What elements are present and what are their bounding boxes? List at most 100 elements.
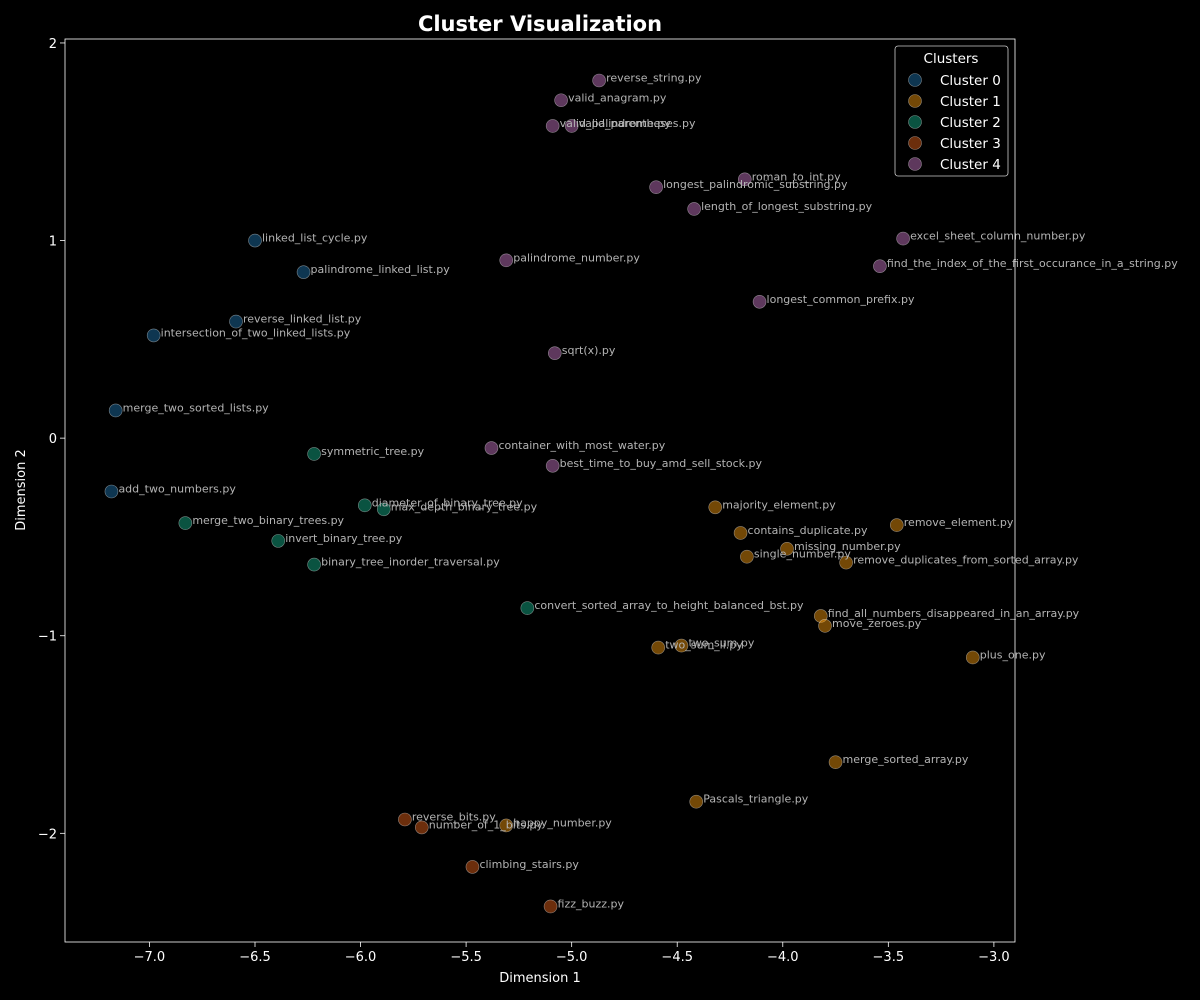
scatter-point <box>733 526 748 540</box>
legend-title: Clusters <box>924 51 979 67</box>
point-label: palindrome_linked_list.py <box>311 263 451 276</box>
point-label: find_the_index_of_the_first_occurance_in… <box>887 257 1178 270</box>
y-tick-label: 2 <box>49 37 57 52</box>
scatter-point <box>357 498 372 513</box>
scatter-point <box>465 860 480 874</box>
point-label: max_depth_binary_tree.py <box>391 500 538 513</box>
point-label: longest_palindromic_substring.py <box>663 178 848 191</box>
point-label: majority_element.py <box>722 498 836 511</box>
point-label: add_two_numbers.py <box>118 482 236 495</box>
point-label: happy_number.py <box>513 816 612 829</box>
x-tick-label: −7.0 <box>134 950 166 965</box>
point-label: find_all_numbers_disappeared_in_an_array… <box>828 607 1080 620</box>
scatter-point <box>271 534 286 548</box>
scatter-point <box>296 265 311 279</box>
point-label: container_with_most_water.py <box>498 439 665 452</box>
y-tick-label: −2 <box>38 827 57 842</box>
scatter-point <box>108 403 123 418</box>
legend-marker <box>908 136 922 150</box>
point-label: fizz_buzz.py <box>558 897 625 910</box>
point-label: two_sum.py <box>688 637 754 650</box>
scatter-point <box>520 601 535 615</box>
scatter-point <box>229 314 243 329</box>
scatter-point <box>965 650 980 665</box>
scatter-point <box>104 484 119 499</box>
point-label: number_of_1_bits.py <box>429 818 544 831</box>
scatter-point <box>818 619 832 633</box>
scatter-point <box>414 820 429 835</box>
scatter-point <box>813 609 828 623</box>
scatter-point <box>307 447 321 461</box>
point-label: plus_one.py <box>980 648 1046 661</box>
point-label: sqrt(x).py <box>562 344 616 357</box>
point-label: contains_duplicate.py <box>748 524 868 537</box>
x-tick-label: −3.5 <box>873 950 905 965</box>
point-label: best_time_to_buy_amd_sell_stock.py <box>560 457 763 470</box>
legend-entry: Cluster 3 <box>940 136 1001 152</box>
x-tick-label: −5.0 <box>556 950 588 965</box>
point-label: palindrome_number.py <box>513 251 640 264</box>
point-label: binary_tree_inorder_traversal.py <box>321 556 500 569</box>
scatter-point <box>780 541 794 556</box>
point-label: move_zeroes.py <box>832 617 922 630</box>
point-label: length_of_longest_substring.py <box>701 200 872 213</box>
scatter-point <box>828 755 843 769</box>
scatter-point <box>689 794 704 809</box>
scatter-point <box>708 500 723 515</box>
scatter-point <box>564 119 579 133</box>
scatter-point <box>592 73 606 88</box>
point-label: reverse_linked_list.py <box>243 313 362 326</box>
legend-marker <box>908 115 922 129</box>
y-axis-label: Dimension 2 <box>14 449 29 531</box>
point-label: missing_number.py <box>794 540 901 553</box>
point-label: valid_palindrome.py <box>560 117 672 130</box>
point-label: intersection_of_two_linked_lists.py <box>161 326 351 339</box>
scatter-point <box>740 549 754 564</box>
scatter-point <box>651 640 666 655</box>
legend-entry: Cluster 2 <box>940 115 1001 131</box>
legend-entry: Cluster 4 <box>940 157 1001 173</box>
scatter-point <box>543 899 558 914</box>
scatter-point <box>248 233 262 248</box>
point-label: longest_common_prefix.py <box>767 293 915 306</box>
point-label: reverse_bits.py <box>412 810 496 823</box>
scatter-point <box>398 812 412 827</box>
scatter-point <box>484 441 499 455</box>
point-label: Pascals_triangle.py <box>703 793 809 806</box>
x-tick-label: −5.5 <box>450 950 482 965</box>
y-tick-label: 1 <box>49 235 57 250</box>
legend-entry: Cluster 0 <box>940 73 1001 89</box>
legend: Clusters Cluster 0 Cluster 1 Cluster 2 Clus… <box>894 45 1009 177</box>
scatter-point <box>178 516 193 530</box>
point-label: two_sum_ii.py <box>665 639 743 652</box>
plot-frame <box>64 38 1016 943</box>
x-tick-label: −6.0 <box>345 950 377 965</box>
scatter-point <box>307 557 321 572</box>
point-label: merge_two_binary_trees.py <box>192 514 344 527</box>
scatter-point <box>554 93 568 108</box>
legend-entry: Cluster 1 <box>940 94 1001 110</box>
scatter-point <box>752 294 767 309</box>
scatter-point <box>547 346 562 360</box>
scatter-point <box>896 231 910 246</box>
point-label: remove_element.py <box>904 516 1014 529</box>
point-label: linked_list_cycle.py <box>262 232 368 245</box>
point-label: remove_duplicates_from_sorted_array.py <box>853 554 1079 567</box>
point-label: climbing_stairs.py <box>479 858 579 871</box>
data-points <box>104 73 980 914</box>
legend-marker <box>908 94 922 108</box>
scatter-point <box>499 253 514 268</box>
legend-marker <box>908 73 922 87</box>
x-tick-label: −4.0 <box>767 950 799 965</box>
point-label: excel_sheet_column_number.py <box>910 230 1086 243</box>
point-label: valid_anagram.py <box>568 91 667 104</box>
scatter-point <box>687 202 701 216</box>
scatter-point <box>873 259 887 274</box>
point-label: merge_sorted_array.py <box>843 753 969 766</box>
scatter-point <box>839 555 853 570</box>
x-tick-label: −6.5 <box>239 950 271 965</box>
point-label: reverse_string.py <box>606 71 702 84</box>
scatter-point <box>737 172 752 187</box>
scatter-point <box>889 518 904 532</box>
